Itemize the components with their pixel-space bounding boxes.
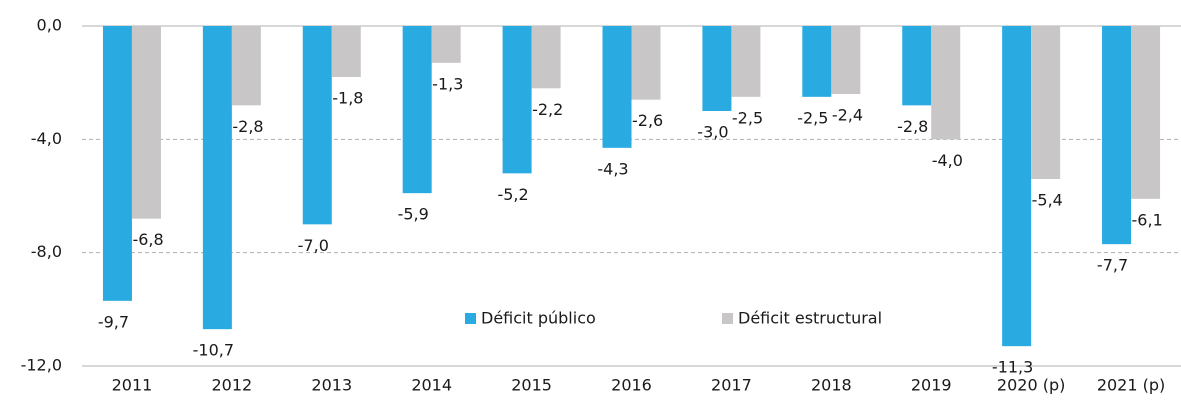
value-label: -6,8 [132, 230, 163, 249]
value-label: -2,8 [232, 117, 263, 136]
bar [202, 26, 232, 330]
bar [502, 26, 532, 174]
legend-swatch [465, 313, 476, 324]
bar [731, 26, 761, 97]
value-label: -1,8 [332, 89, 363, 108]
bar [431, 26, 461, 63]
bar [902, 26, 932, 106]
bar [1131, 26, 1161, 199]
x-tick-label: 2019 [911, 376, 952, 395]
bar [131, 26, 161, 219]
value-label: -7,0 [298, 236, 329, 255]
value-label: -2,6 [632, 111, 663, 130]
legend-label: Déficit público [481, 309, 596, 328]
x-tick-label: 2015 [511, 376, 552, 395]
value-label: -4,0 [932, 151, 963, 170]
value-label: -1,3 [432, 74, 463, 93]
x-tick-label: 2012 [212, 376, 253, 395]
bar [1031, 26, 1061, 179]
bar [602, 26, 632, 148]
value-label: -2,8 [897, 117, 928, 136]
x-tick-label: 2014 [411, 376, 452, 395]
value-label: -5,2 [497, 185, 528, 204]
value-label: -2,5 [797, 108, 828, 127]
bar [631, 26, 661, 100]
x-tick-label: 2013 [311, 376, 352, 395]
x-tick-label: 2020 (p) [997, 376, 1065, 395]
bar [102, 26, 132, 301]
bar [402, 26, 432, 194]
bar [302, 26, 332, 225]
bar [702, 26, 732, 111]
value-label: -7,7 [1097, 256, 1128, 275]
bar [802, 26, 832, 97]
value-label: -10,7 [193, 341, 234, 360]
y-tick-label: -8,0 [31, 242, 62, 261]
legend-swatch [722, 313, 733, 324]
value-label: -2,2 [532, 100, 563, 119]
x-tick-label: 2011 [112, 376, 153, 395]
value-label: -2,4 [832, 106, 863, 125]
bar [1102, 26, 1132, 245]
bar [531, 26, 561, 89]
bar [931, 26, 961, 140]
value-label: -9,7 [98, 312, 129, 331]
value-label: -4,3 [597, 159, 628, 178]
value-label: -6,1 [1132, 210, 1163, 229]
value-label: -11,3 [992, 358, 1033, 377]
x-tick-label: 2021 (p) [1097, 376, 1165, 395]
bar [331, 26, 361, 77]
x-tick-label: 2018 [811, 376, 852, 395]
bar [831, 26, 861, 94]
value-label: -3,0 [697, 123, 728, 142]
y-tick-label: 0,0 [37, 16, 62, 35]
y-tick-label: -12,0 [21, 356, 62, 375]
value-label: -5,9 [398, 205, 429, 224]
bar [1002, 26, 1032, 347]
x-tick-label: 2017 [711, 376, 752, 395]
y-tick-label: -4,0 [31, 129, 62, 148]
legend-label: Déficit estructural [738, 309, 882, 328]
value-label: -2,5 [732, 108, 763, 127]
x-tick-label: 2016 [611, 376, 652, 395]
value-label: -5,4 [1032, 191, 1063, 210]
bar [231, 26, 261, 106]
